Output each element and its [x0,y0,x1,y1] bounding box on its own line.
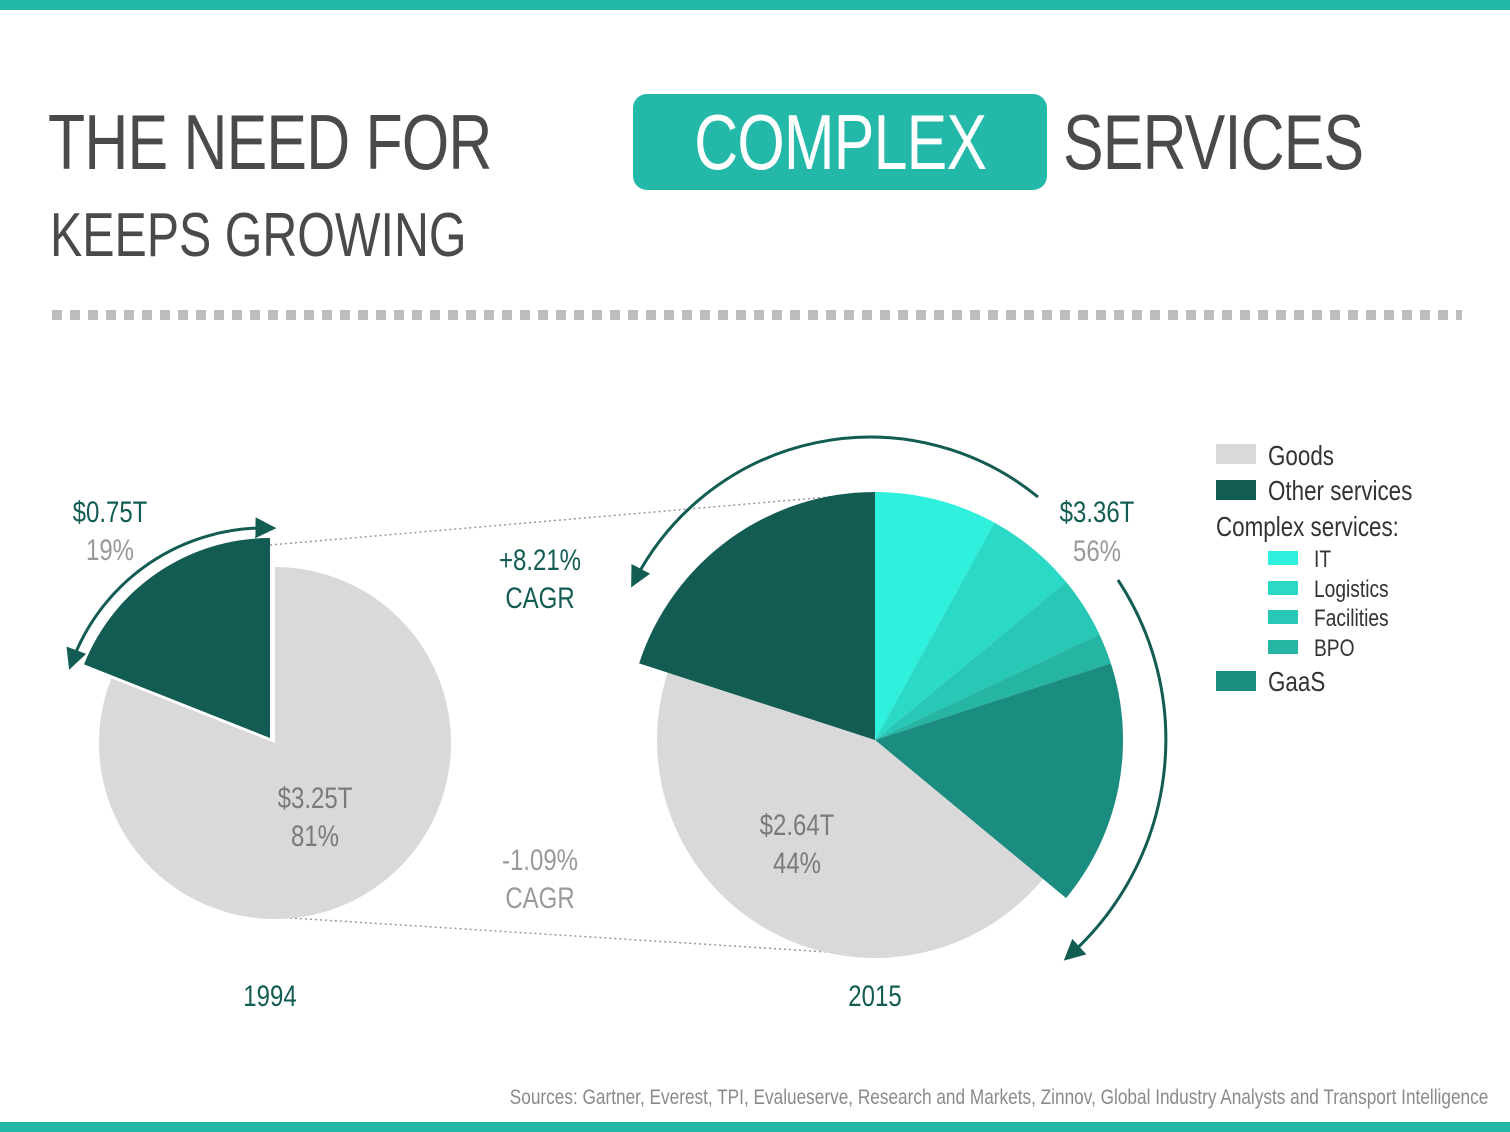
pie2015-slice-facilities [875,581,1100,740]
label-1994-services-value: $0.75T [73,494,148,528]
title-part-1: THE NEED FOR [48,97,492,186]
legend-group-label: Complex services: [1216,512,1399,543]
arrow-2015-services-top [631,435,1039,588]
legend-label-other-services: Other services [1268,476,1412,507]
legend-swatch-goods [1216,444,1256,464]
title-highlight-text: COMPLEX [693,98,987,186]
label-2015-goods-pct: 44% [773,845,821,879]
label-2015-services-pct: 56% [1073,533,1121,567]
label-goods-cagr-value: -1.09% [502,842,578,876]
label-services-cagr-value: +8.21% [499,542,581,576]
arrow-1994-services [66,517,277,670]
pie2015-slice-gaas [875,663,1123,899]
legend-label-gaas: GaaS [1268,667,1325,698]
label-1994-services-pct: 19% [86,532,134,566]
label-2015-goods-value: $2.64T [760,807,835,841]
label-goods-cagr-text: CAGR [505,880,574,914]
legend-label-it: IT [1314,545,1331,573]
sources-footnote: Sources: Gartner, Everest, TPI, Evaluese… [509,1086,1488,1109]
dotted-divider [52,310,1462,320]
legend-label-logistics: Logistics [1314,575,1389,603]
legend-swatch-bpo [1268,640,1298,654]
label-1994-goods-pct: 81% [291,818,339,852]
page-title: THE NEED FOR COMPLEX SERVICES [48,92,1448,192]
pie2015-slice-it [875,492,995,740]
label-1994-goods-value: $3.25T [278,780,353,814]
pie2015-slice-logistics [875,522,1067,740]
legend-label-bpo: BPO [1314,634,1355,662]
label-2015-services-value: $3.36T [1060,494,1135,528]
label-year-1994: 1994 [243,978,296,1012]
legend-label-facilities: Facilities [1314,604,1389,632]
pie-1994 [84,538,452,919]
title-part-2: SERVICES [1063,97,1364,186]
label-year-2015: 2015 [848,978,901,1012]
legend-swatch-logistics [1268,581,1298,595]
legend-swatch-gaas [1216,671,1256,691]
label-services-cagr-text: CAGR [505,580,574,614]
chart-legend: Goods Other services Complex services: I… [1216,441,1412,698]
top-accent-bar [0,0,1510,10]
legend-swatch-other-services [1216,480,1256,500]
pie2015-slice-other-services [639,492,875,740]
connector-line-bottom [274,916,876,956]
legend-label-goods: Goods [1268,441,1334,472]
title-highlight-badge: COMPLEX [632,94,1048,190]
legend-swatch-facilities [1268,610,1298,624]
pie-2015 [639,492,1123,959]
pie2015-slice-bpo [875,634,1111,740]
legend-swatch-it [1268,551,1298,565]
page-subtitle: KEEPS GROWING [50,201,467,270]
connector-line-top [269,492,876,546]
pie2015-slice-goods [657,672,1043,959]
arrow-2015-services-right [1063,579,1168,961]
pie1994-slice-goods [99,567,452,919]
bottom-accent-bar [0,1122,1510,1132]
